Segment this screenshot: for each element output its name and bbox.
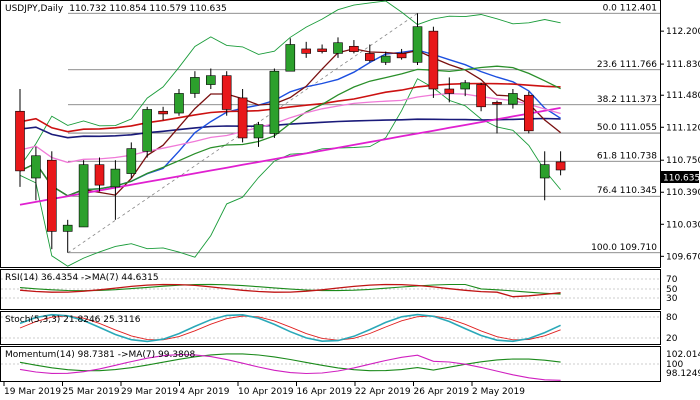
- candles: [15, 13, 566, 253]
- candle-body: [539, 164, 550, 179]
- ma-green-line: [19, 65, 561, 197]
- last-price-box: [661, 171, 699, 183]
- date-tick-label: 22 Apr 2019: [355, 387, 411, 397]
- candle-body: [31, 155, 41, 179]
- last-price-label: 110.635: [663, 174, 700, 184]
- candle-body: [492, 102, 502, 105]
- stoch-main-line: [19, 313, 561, 343]
- price-tick-label: 110.750: [666, 156, 700, 166]
- date-tick-label: 29 Mar 2019: [121, 387, 178, 397]
- candle-body: [15, 110, 25, 172]
- candle-body: [476, 84, 486, 108]
- rsi-line: [19, 283, 561, 298]
- fibo-label: 100.0 109.710: [591, 243, 657, 253]
- candle-body: [221, 75, 232, 110]
- candle-body: [46, 159, 57, 232]
- bollinger-bands: [19, 0, 561, 267]
- rsi-tick-label: 50: [666, 285, 678, 295]
- candle-body: [78, 164, 89, 228]
- bollinger-upper: [19, 0, 561, 167]
- candle-body: [62, 224, 73, 232]
- candle-body: [94, 164, 105, 186]
- candle-body: [396, 53, 407, 59]
- candle-body: [110, 168, 121, 188]
- date-tick-label: 4 Apr 2019: [180, 387, 230, 397]
- rsi-tick-label: 70: [666, 275, 678, 285]
- ma-maroon-line: [19, 48, 562, 197]
- price-tick-label: 111.830: [666, 60, 700, 70]
- ma-pink-line: [19, 92, 561, 164]
- fibo-label: 50.0 111.055: [597, 123, 657, 133]
- price-tick-label: 112.200: [666, 27, 700, 37]
- ma-red-line: [19, 82, 561, 133]
- candle-body: [460, 82, 471, 90]
- momentum-title: Momentum(14) 98.7381 ->MA(7) 99.3808: [5, 350, 196, 360]
- candle-body: [158, 110, 168, 115]
- date-tick-label: 25 Mar 2019: [63, 387, 120, 397]
- candle-body: [444, 88, 455, 94]
- candle-body: [206, 75, 216, 85]
- candle-body: [301, 48, 312, 54]
- candle-body: [380, 55, 391, 63]
- candle-body: [508, 93, 518, 105]
- candle-body: [269, 70, 280, 134]
- fibo-label: 23.6 111.766: [597, 60, 657, 70]
- rsi-tick-label: 30: [666, 294, 678, 304]
- stoch-tick-label: 20: [666, 334, 678, 344]
- stoch-title: Stoch(5,3,3) 21.8246 25.3116: [5, 315, 141, 325]
- moving-averages: [19, 48, 562, 206]
- candle-body: [285, 44, 296, 72]
- candle-body: [349, 45, 359, 52]
- price-tick-label: 109.670: [666, 252, 700, 262]
- date-axis: 19 Mar 2019 25 Mar 2019 29 Mar 2019 4 Apr 2…: [3, 382, 525, 397]
- candle-body: [364, 53, 375, 61]
- candle-body: [174, 93, 184, 114]
- candle-body: [317, 48, 327, 52]
- candle-body: [412, 26, 423, 63]
- candle-body: [428, 30, 439, 90]
- fibo-label: 0.0 112.401: [603, 3, 657, 13]
- date-tick-label: 16 Apr 2019: [297, 387, 353, 397]
- candle-body: [523, 94, 534, 132]
- rsi-ma-line: [19, 283, 561, 295]
- fibo-label: 61.8 110.738: [597, 151, 657, 161]
- momentum-ma-line: [19, 353, 561, 372]
- momentum-tick-label: 98.1249: [666, 369, 700, 379]
- bollinger-lower: [19, 78, 561, 267]
- candle-body: [126, 148, 137, 174]
- price-tick-label: 111.120: [666, 123, 700, 133]
- momentum-tick-label: 100: [666, 360, 683, 370]
- candle-body: [333, 42, 343, 54]
- date-tick-label: 26 Apr 2019: [414, 387, 470, 397]
- date-tick-label: 10 Apr 2019: [238, 387, 294, 397]
- momentum-tick-label: 102.0144: [666, 350, 700, 360]
- candle-body: [237, 97, 248, 139]
- main-panel-frame: [0, 0, 661, 268]
- date-tick-label: 19 Mar 2019: [4, 387, 61, 397]
- momentum-line: [19, 353, 561, 381]
- price-tick-label: 110.030: [666, 220, 700, 230]
- date-tick-label: 2 May 2019: [472, 387, 525, 397]
- candle-body: [555, 161, 566, 171]
- price-tick-label: 111.480: [666, 91, 700, 101]
- stoch-signal-line: [19, 315, 561, 341]
- candle-body: [190, 77, 200, 94]
- stoch-tick-label: 80: [666, 313, 678, 323]
- fibo-label: 38.2 111.373: [597, 95, 657, 105]
- ma-magenta-line: [19, 107, 561, 206]
- candle-body: [142, 109, 152, 152]
- fibo-label: 76.4 110.345: [597, 186, 657, 196]
- candle-body: [253, 124, 264, 139]
- price-axis: 112.200 111.830 111.480 111.120 110.750 110.3…: [660, 27, 700, 262]
- chart-header: USDJPY,Daily 110.732 110.854 110.579 110.…: [5, 4, 227, 14]
- rsi-title: RSI(14) 36.4354 ->MA(7) 44.6315: [5, 273, 159, 283]
- price-tick-label: 110.390: [666, 188, 700, 198]
